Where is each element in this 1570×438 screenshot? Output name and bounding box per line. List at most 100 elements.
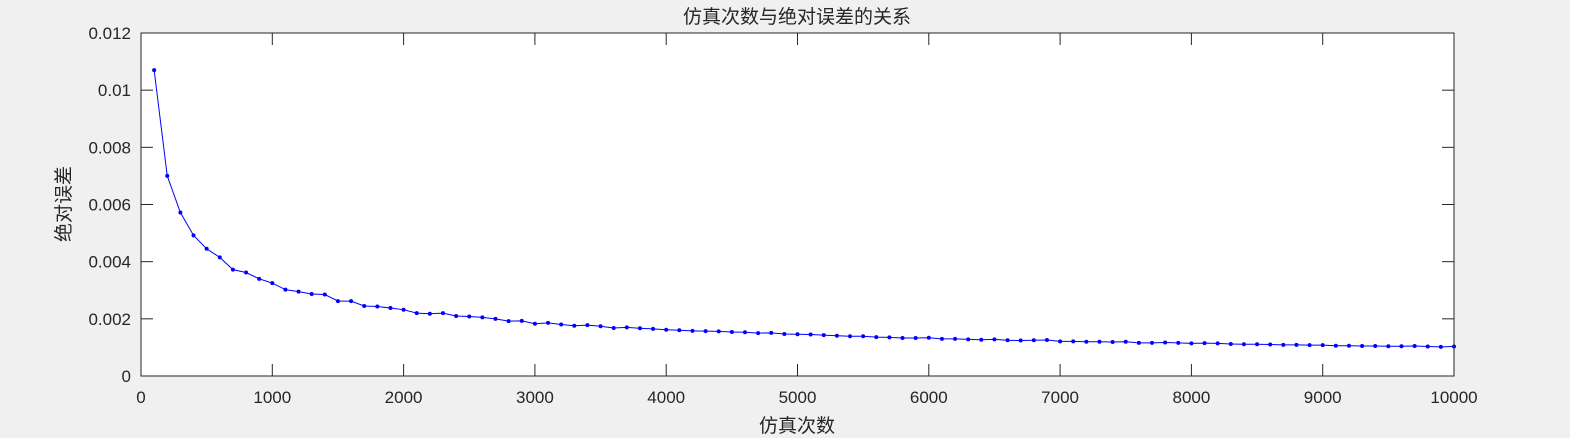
data-point <box>848 334 853 339</box>
data-point <box>270 281 275 286</box>
data-point <box>152 68 157 73</box>
data-point <box>1399 344 1404 349</box>
data-point <box>729 329 734 334</box>
y-tick-label: 0.002 <box>88 310 131 329</box>
data-point <box>1320 343 1325 348</box>
data-point <box>861 334 866 339</box>
data-point <box>1058 339 1063 344</box>
data-point <box>769 330 774 335</box>
data-point <box>1110 339 1115 344</box>
data-point <box>532 321 537 326</box>
data-point <box>834 333 839 338</box>
data-point <box>204 246 209 251</box>
y-axis-ticks: 0 0.002 0.004 0.006 0.008 0.01 0.012 <box>88 24 1454 386</box>
data-point <box>257 276 262 281</box>
x-tick-label: 3000 <box>516 388 554 407</box>
x-tick-label: 6000 <box>910 388 948 407</box>
data-point <box>926 335 931 340</box>
data-point <box>611 325 616 330</box>
data-point <box>874 335 879 340</box>
data-point <box>1346 343 1351 348</box>
data-point <box>296 289 301 294</box>
data-point <box>1044 337 1049 342</box>
data-point <box>244 270 249 275</box>
data-point <box>191 233 196 238</box>
data-point <box>467 314 472 319</box>
data-point <box>624 325 629 330</box>
y-tick-label: 0.004 <box>88 253 131 272</box>
y-tick-label: 0.012 <box>88 24 131 43</box>
plot-area <box>141 33 1454 376</box>
data-point <box>1215 341 1220 346</box>
data-point <box>559 322 564 327</box>
data-point <box>1031 338 1036 343</box>
data-point <box>178 210 183 215</box>
data-point <box>795 332 800 337</box>
data-point <box>979 337 984 342</box>
data-point <box>1425 344 1430 349</box>
data-point <box>585 323 590 328</box>
data-point <box>414 311 419 316</box>
data-point <box>1150 340 1155 345</box>
data-point <box>1255 342 1260 347</box>
data-point <box>506 319 511 324</box>
x-tick-label: 7000 <box>1041 388 1079 407</box>
x-tick-label: 4000 <box>647 388 685 407</box>
data-point <box>1438 344 1443 349</box>
x-axis-title: 仿真次数 <box>759 415 835 437</box>
data-point <box>1268 342 1273 347</box>
y-tick-label: 0.006 <box>88 196 131 215</box>
x-tick-label: 8000 <box>1172 388 1210 407</box>
data-point <box>322 292 327 297</box>
data-point <box>1228 341 1233 346</box>
chart-title: 仿真次数与绝对误差的关系 <box>683 6 911 28</box>
data-point <box>1412 343 1417 348</box>
data-point <box>742 330 747 335</box>
data-point <box>1018 338 1023 343</box>
plot-frame <box>140 32 1455 377</box>
data-point <box>1386 344 1391 349</box>
data-point <box>440 311 445 316</box>
data-point <box>572 323 577 328</box>
data-point <box>1005 338 1010 343</box>
data-point <box>362 303 367 308</box>
data-point <box>519 318 524 323</box>
data-point <box>1123 339 1128 344</box>
data-point <box>493 316 498 321</box>
series-line <box>153 70 1455 348</box>
x-tick-label: 5000 <box>779 388 817 407</box>
data-point <box>966 337 971 342</box>
data-point <box>756 331 761 336</box>
y-tick-label: 0.008 <box>88 138 131 157</box>
data-point <box>480 315 485 320</box>
data-point <box>546 320 551 325</box>
data-point <box>1176 340 1181 345</box>
data-point <box>230 267 235 272</box>
data-point <box>1097 339 1102 344</box>
data-point <box>664 327 669 332</box>
x-tick-label: 0 <box>136 388 145 407</box>
data-point <box>703 329 708 334</box>
data-point <box>716 329 721 334</box>
data-point <box>283 287 288 292</box>
data-point <box>887 335 892 340</box>
data-point <box>939 336 944 341</box>
data-point <box>821 333 826 338</box>
data-point <box>1307 343 1312 348</box>
data-point <box>388 305 393 310</box>
data-point <box>335 299 340 304</box>
data-point <box>637 326 642 331</box>
x-tick-label: 10000 <box>1430 388 1477 407</box>
data-point <box>1373 343 1378 348</box>
data-point <box>651 326 656 331</box>
data-point <box>1281 342 1286 347</box>
data-point <box>349 299 354 304</box>
data-point <box>900 335 905 340</box>
data-point <box>1136 340 1141 345</box>
data-point <box>1163 340 1168 345</box>
data-point <box>427 311 432 316</box>
data-point <box>677 328 682 333</box>
data-point <box>401 307 406 312</box>
y-tick-label: 0.01 <box>98 81 131 100</box>
